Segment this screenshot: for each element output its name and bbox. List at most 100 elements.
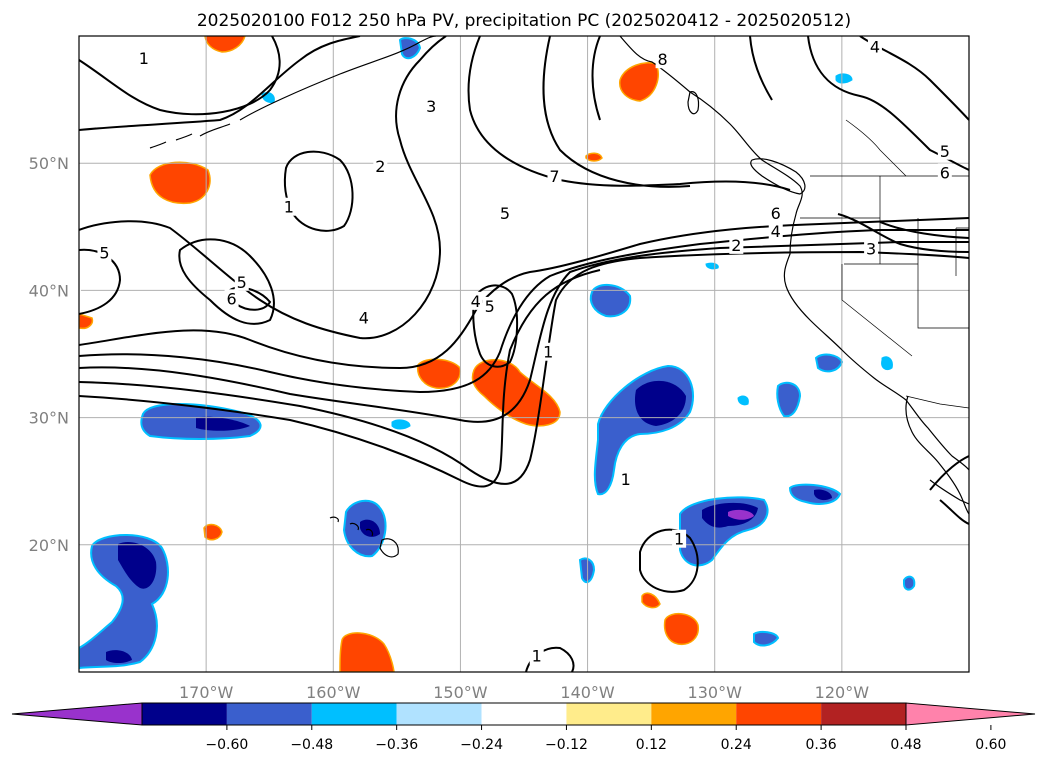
precip-negative-region: [737, 395, 749, 406]
contour-label: 6: [771, 204, 781, 223]
contour-label: 2: [375, 157, 385, 176]
contour-label: 1: [674, 530, 684, 549]
lon-tick-label: 150°W: [433, 683, 488, 702]
precip-anomaly-fill: [79, 36, 916, 672]
contour-label-background: [768, 221, 783, 240]
contour-label: 7: [549, 167, 559, 186]
contour-label: 4: [870, 37, 880, 56]
colorbar-tick-label: 0.24: [721, 737, 752, 753]
contour-label: 1: [543, 343, 553, 362]
precip-negative-region: [634, 380, 686, 426]
precip-negative-region: [728, 509, 754, 520]
contour-label: 6: [69, 280, 79, 299]
gridlines: [79, 36, 969, 672]
pv-contour-line: [79, 250, 969, 485]
contour-label-background: [97, 243, 112, 262]
contour-label-background: [234, 272, 249, 291]
longitude-axis: 170°W 160°W 150°W 140°W 130°W 120°W: [179, 683, 869, 702]
precip-negative-region: [106, 650, 132, 663]
pv-contour-line: [79, 36, 361, 131]
precip-negative-region: [835, 73, 853, 84]
hawaii-big-island: [379, 538, 399, 558]
pv-contour-line: [929, 455, 969, 491]
precip-positive-region: [416, 358, 461, 389]
lon-tick-label: 120°W: [815, 683, 870, 702]
map-background: [79, 36, 969, 672]
colorbar-segment: [566, 703, 652, 725]
haida-gwaii: [687, 91, 700, 115]
pv-contour-line: [939, 499, 969, 525]
lon-tick-label: 160°W: [306, 683, 361, 702]
precip-negative-region: [705, 262, 719, 270]
precip-negative-region: [753, 630, 780, 647]
lon-tick-label: 170°W: [179, 683, 234, 702]
contour-label: 5: [237, 273, 247, 292]
colorbar-tick-label: −0.48: [290, 737, 333, 753]
contour-label-background: [768, 204, 783, 223]
precip-negative-region: [814, 353, 844, 373]
precip-negative-region: [578, 557, 596, 584]
precip-negative-region: [814, 489, 832, 501]
contour-label: 1: [139, 49, 149, 68]
contour-label-background: [497, 204, 512, 223]
contour-label-background: [937, 141, 952, 160]
colorbar-tick-label: −0.60: [205, 737, 248, 753]
hawaii-islands: [329, 516, 374, 537]
lat-tick-label: 20°N: [29, 536, 69, 555]
precip-negative-region: [360, 519, 380, 537]
pv-contour-line: [472, 284, 519, 368]
colorbar-frame: [141, 702, 907, 726]
colorbar: −0.60 −0.48 −0.36 −0.24 −0.12 0.12 0.24 0.36 0.4…: [11, 702, 1036, 753]
contour-label: 4: [359, 308, 369, 327]
lat-tick-label: 50°N: [29, 154, 69, 173]
lat-tick-label: 40°N: [29, 281, 69, 300]
colorbar-segment: [142, 703, 227, 725]
precip-negative-region: [398, 37, 422, 60]
colorbar-tick-label: −0.24: [460, 737, 503, 753]
coastlines: [149, 36, 969, 558]
pv-contour-line: [837, 213, 969, 253]
latitude-axis: 50°N 40°N 30°N 20°N: [29, 154, 69, 555]
map-frame: [78, 35, 970, 673]
precip-positive-region: [149, 161, 211, 205]
contour-label-background: [547, 167, 562, 186]
lon-tick-label: 140°W: [560, 683, 615, 702]
precip-positive-region: [641, 592, 661, 609]
contour-label-background: [468, 291, 483, 310]
contour-label: 4: [771, 222, 781, 241]
us-mexico-border: [905, 395, 969, 409]
colorbar-tick-label: −0.12: [545, 737, 588, 753]
colorbar-segment: [481, 703, 567, 725]
lat-tick-label: 30°N: [29, 409, 69, 428]
contour-label: 8: [657, 50, 667, 69]
pv-contour-line: [639, 528, 699, 593]
pv-contour-line: [79, 36, 447, 340]
precip-negative-region: [881, 356, 893, 371]
contour-label: 3: [426, 97, 436, 116]
pv-contour-line: [749, 36, 773, 101]
precip-positive-region: [585, 152, 603, 162]
pv-contour-line: [79, 240, 969, 423]
contour-label: 1: [284, 198, 294, 217]
bc-alberta-border: [845, 119, 907, 177]
contour-label: 6: [226, 289, 236, 308]
contour-label: 2: [731, 236, 741, 255]
colorbar-tick-label: 0.12: [636, 737, 667, 753]
aleutian-islands: [149, 123, 231, 149]
colorbar-segment: [226, 703, 312, 725]
contour-label-background: [541, 342, 556, 361]
contour-label-background: [729, 235, 744, 254]
precip-positive-region: [204, 36, 246, 53]
pv-contour-line: [807, 36, 969, 171]
colorbar-segment: [821, 703, 906, 725]
contour-label-background: [937, 163, 952, 182]
lon-tick-label: 130°W: [688, 683, 743, 702]
colorbar-segment: [651, 703, 737, 725]
contour-label-background: [224, 289, 239, 308]
colorbar-extend-low: [11, 702, 143, 726]
precip-negative-region: [391, 419, 411, 430]
contour-label-background: [281, 197, 296, 216]
